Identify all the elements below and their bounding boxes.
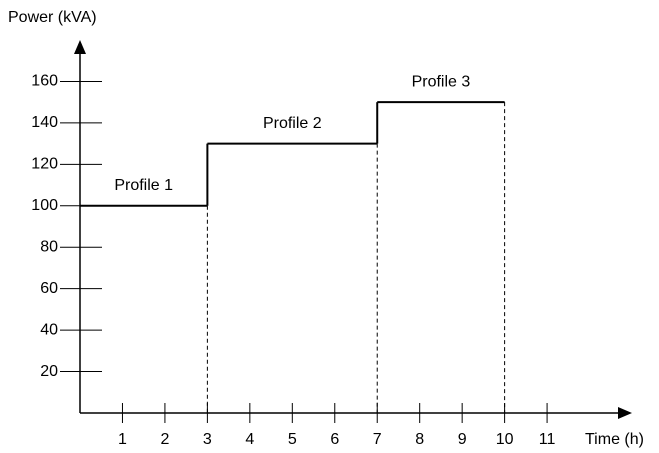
x-tick-label: 7 [373, 431, 382, 448]
x-tick-label: 3 [203, 431, 212, 448]
x-tick-label: 11 [539, 431, 556, 448]
y-tick-label: 20 [40, 363, 58, 380]
x-tick-label: 6 [330, 431, 339, 448]
y-tick-label: 120 [31, 156, 58, 173]
profile-label: Profile 3 [412, 73, 471, 90]
y-axis-label: Power (kVA) [8, 9, 97, 26]
y-tick-label: 160 [31, 73, 58, 90]
profile-label: Profile 2 [263, 115, 322, 132]
x-axis-label: Time (h) [585, 431, 644, 448]
y-axis-arrow [74, 40, 86, 54]
x-tick-label: 4 [245, 431, 254, 448]
x-axis-arrow [618, 407, 632, 419]
y-tick-label: 80 [40, 238, 58, 255]
profile-label: Profile 1 [114, 177, 173, 194]
x-tick-label: 5 [288, 431, 297, 448]
y-tick-label: 100 [31, 197, 58, 214]
y-tick-label: 140 [31, 114, 58, 131]
y-tick-label: 40 [40, 321, 58, 338]
x-tick-label: 9 [458, 431, 467, 448]
x-tick-label: 2 [160, 431, 169, 448]
y-tick-label: 60 [40, 280, 58, 297]
x-tick-label: 8 [415, 431, 424, 448]
x-tick-label: 10 [496, 431, 514, 448]
x-tick-label: 1 [118, 431, 127, 448]
